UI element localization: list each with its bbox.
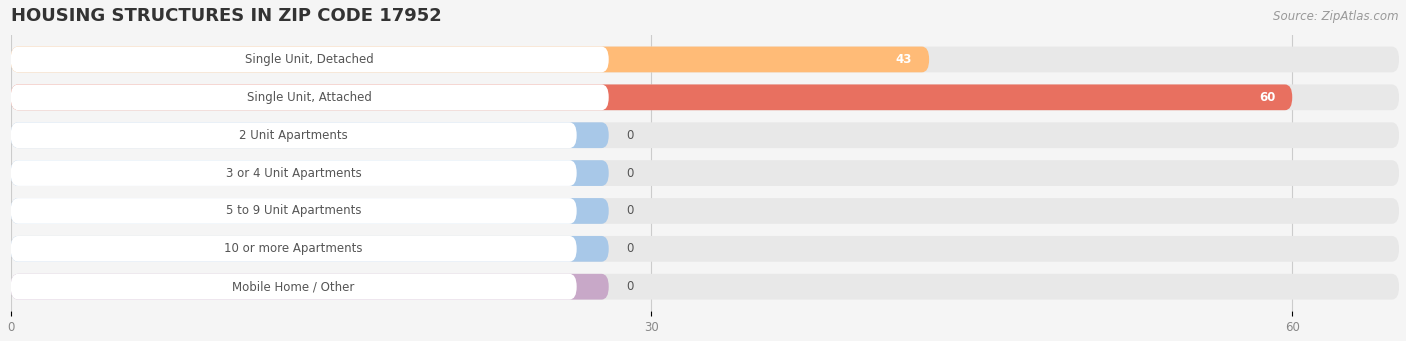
FancyBboxPatch shape [11, 274, 576, 300]
Text: 0: 0 [626, 242, 633, 255]
Text: Source: ZipAtlas.com: Source: ZipAtlas.com [1274, 10, 1399, 23]
FancyBboxPatch shape [11, 198, 1399, 224]
Text: Single Unit, Detached: Single Unit, Detached [245, 53, 374, 66]
FancyBboxPatch shape [11, 122, 609, 148]
FancyBboxPatch shape [11, 122, 1399, 148]
FancyBboxPatch shape [11, 274, 609, 300]
Text: Single Unit, Attached: Single Unit, Attached [247, 91, 373, 104]
Text: 60: 60 [1258, 91, 1275, 104]
FancyBboxPatch shape [11, 47, 1399, 72]
Text: 3 or 4 Unit Apartments: 3 or 4 Unit Apartments [226, 167, 361, 180]
FancyBboxPatch shape [11, 198, 609, 224]
Text: 0: 0 [626, 280, 633, 293]
FancyBboxPatch shape [11, 160, 576, 186]
Text: 0: 0 [626, 205, 633, 218]
Text: 0: 0 [626, 167, 633, 180]
FancyBboxPatch shape [11, 160, 1399, 186]
FancyBboxPatch shape [11, 47, 929, 72]
Text: HOUSING STRUCTURES IN ZIP CODE 17952: HOUSING STRUCTURES IN ZIP CODE 17952 [11, 7, 441, 25]
FancyBboxPatch shape [11, 236, 576, 262]
FancyBboxPatch shape [11, 198, 576, 224]
FancyBboxPatch shape [11, 160, 609, 186]
Text: 43: 43 [896, 53, 912, 66]
FancyBboxPatch shape [11, 236, 1399, 262]
FancyBboxPatch shape [11, 85, 609, 110]
FancyBboxPatch shape [11, 47, 609, 72]
FancyBboxPatch shape [11, 122, 576, 148]
FancyBboxPatch shape [11, 236, 609, 262]
Text: 2 Unit Apartments: 2 Unit Apartments [239, 129, 349, 142]
FancyBboxPatch shape [11, 274, 1399, 300]
FancyBboxPatch shape [11, 85, 1292, 110]
Text: 5 to 9 Unit Apartments: 5 to 9 Unit Apartments [226, 205, 361, 218]
Text: 10 or more Apartments: 10 or more Apartments [225, 242, 363, 255]
Text: 0: 0 [626, 129, 633, 142]
FancyBboxPatch shape [11, 85, 1399, 110]
Text: Mobile Home / Other: Mobile Home / Other [232, 280, 354, 293]
